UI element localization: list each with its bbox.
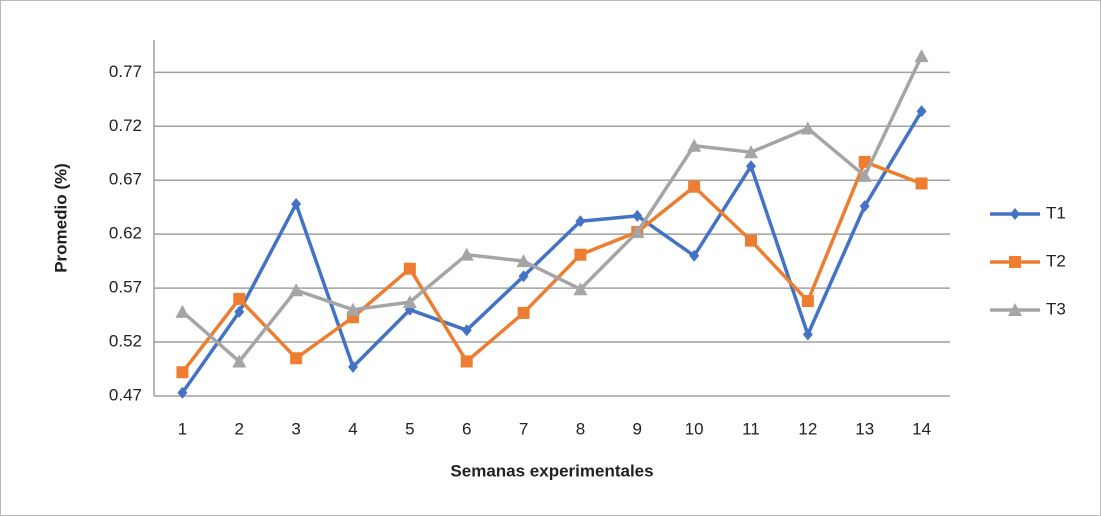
marker: [857, 168, 872, 182]
series-line: [180, 110, 924, 394]
y-tick-label: 0.57: [109, 278, 142, 297]
marker: [402, 295, 417, 309]
marker: [177, 386, 188, 399]
x-tick-label: 9: [633, 419, 642, 438]
marker: [916, 105, 927, 118]
y-tick-label: 0.62: [109, 224, 142, 243]
marker: [460, 355, 473, 368]
y-tick-label: 0.67: [109, 170, 142, 189]
x-tick-label: 8: [576, 419, 585, 438]
x-tick-label: 12: [798, 419, 817, 438]
legend-label: T1: [1046, 203, 1066, 222]
marker: [859, 200, 870, 213]
legend-label: T3: [1046, 299, 1066, 318]
legend-marker: [1010, 208, 1020, 220]
marker: [403, 262, 416, 275]
marker: [746, 160, 756, 173]
x-tick-label: 10: [685, 419, 704, 438]
x-tick-label: 5: [405, 419, 414, 438]
y-tick-label: 0.47: [109, 385, 142, 404]
series-line: [181, 160, 923, 374]
x-tick-label: 14: [912, 419, 931, 438]
x-tick-label: 4: [348, 419, 357, 438]
y-tick-label: 0.77: [109, 62, 142, 81]
legend-label: T2: [1046, 251, 1066, 270]
marker: [630, 225, 645, 239]
marker: [289, 283, 304, 297]
marker: [348, 360, 358, 373]
series-line: [181, 55, 924, 364]
marker: [290, 352, 303, 365]
x-tick-label: 13: [855, 419, 874, 438]
x-tick-label: 11: [742, 419, 760, 438]
marker: [745, 234, 757, 247]
marker: [573, 282, 588, 296]
marker: [915, 177, 928, 190]
marker: [176, 366, 189, 379]
legend-marker: [1008, 303, 1022, 316]
marker: [234, 305, 245, 318]
x-tick-label: 6: [462, 419, 471, 438]
marker: [517, 306, 530, 319]
marker: [232, 354, 247, 368]
marker: [175, 304, 190, 318]
marker: [233, 292, 246, 305]
x-tick-label: 3: [291, 419, 300, 438]
marker: [801, 295, 814, 308]
marker: [574, 248, 587, 261]
marker: [687, 138, 702, 152]
marker: [744, 145, 758, 159]
y-tick-label: 0.72: [109, 116, 142, 135]
marker: [459, 247, 474, 261]
marker: [518, 270, 529, 283]
marker: [575, 215, 586, 228]
y-tick-label: 0.52: [109, 332, 142, 351]
x-tick-label: 2: [235, 419, 244, 438]
y-axis-title: Promedio (%): [51, 163, 70, 273]
marker: [291, 197, 302, 210]
marker: [689, 249, 700, 262]
marker: [858, 155, 871, 168]
marker: [346, 302, 360, 316]
x-tick-label: 7: [519, 419, 528, 438]
x-axis-title: Semanas experimentales: [450, 461, 653, 480]
x-tick-label: 1: [178, 419, 187, 438]
marker: [632, 209, 643, 222]
marker: [688, 180, 701, 193]
marker: [516, 254, 531, 268]
marker: [800, 121, 815, 135]
marker: [461, 324, 472, 337]
legend-marker: [1009, 256, 1021, 268]
marker: [802, 328, 813, 341]
marker: [914, 49, 929, 63]
